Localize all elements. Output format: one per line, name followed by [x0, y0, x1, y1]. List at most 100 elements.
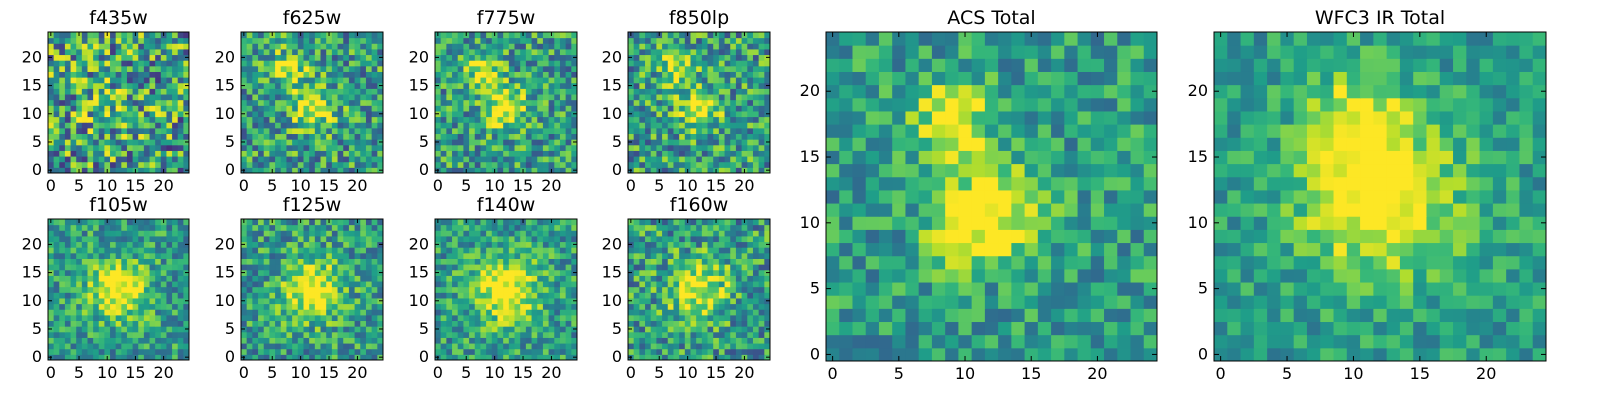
heatmap-cell — [104, 269, 111, 276]
heatmap-cell — [514, 60, 521, 67]
heatmap-cell — [53, 65, 60, 72]
heatmap-cell — [548, 275, 555, 282]
heatmap-cell — [303, 60, 310, 67]
heatmap-cell — [474, 139, 481, 146]
heatmap-cell — [138, 297, 145, 305]
heatmap-cell — [469, 32, 476, 39]
heatmap-cell — [241, 150, 248, 157]
heatmap-cell — [258, 77, 265, 84]
heatmap-cell — [172, 48, 179, 56]
heatmap-cell — [326, 77, 333, 84]
heatmap-cell — [314, 241, 322, 248]
y-tick-label: 20 — [409, 47, 429, 66]
heatmap-cell — [639, 94, 646, 101]
heatmap-cell — [491, 161, 498, 168]
heatmap-cell — [252, 167, 259, 174]
heatmap-cell — [554, 320, 561, 327]
heatmap-cell — [64, 65, 72, 72]
heatmap-cell — [292, 309, 299, 316]
heatmap-cell — [531, 297, 538, 305]
heatmap-cell — [258, 292, 265, 299]
heatmap-cell — [132, 281, 139, 288]
heatmap-cell — [48, 275, 55, 282]
heatmap-cell — [701, 116, 709, 123]
heatmap-cell — [565, 167, 572, 174]
heatmap-cell — [320, 127, 327, 135]
heatmap-cell — [348, 247, 356, 254]
heatmap-cell — [110, 133, 117, 140]
heatmap-cell — [81, 269, 88, 276]
heatmap-cell — [98, 252, 105, 259]
heatmap-cell — [639, 144, 646, 151]
heatmap-cell — [673, 320, 680, 327]
heatmap-cell — [360, 275, 367, 282]
heatmap-cell — [565, 331, 572, 338]
heatmap-cell — [292, 303, 299, 310]
heatmap-cell — [160, 252, 167, 259]
heatmap-cell — [172, 326, 179, 333]
heatmap-cell — [764, 65, 771, 72]
heatmap-cell — [110, 309, 117, 316]
heatmap-cell — [377, 219, 384, 226]
heatmap-cell — [143, 235, 151, 243]
heatmap-cell — [252, 241, 259, 248]
heatmap-cell — [718, 48, 726, 56]
heatmap-cell — [679, 144, 686, 151]
heatmap-cell — [741, 297, 748, 305]
heatmap-cell — [326, 156, 333, 163]
heatmap-cell — [326, 292, 333, 299]
heatmap-cell — [707, 286, 714, 293]
heatmap-cell — [463, 139, 470, 146]
heatmap-cell — [667, 94, 674, 101]
heatmap-cell — [303, 32, 310, 39]
heatmap-cell — [183, 286, 190, 293]
heatmap-cell — [110, 337, 117, 344]
heatmap-cell — [662, 331, 669, 338]
heatmap-cell — [474, 281, 481, 288]
heatmap-cell — [457, 241, 464, 248]
heatmap-cell — [53, 122, 60, 129]
heatmap-cell — [542, 343, 550, 350]
heatmap-cell — [662, 309, 669, 316]
heatmap-cell — [143, 343, 151, 350]
heatmap-cell — [491, 224, 498, 231]
heatmap-cell — [452, 37, 459, 44]
heatmap-cell — [696, 48, 703, 56]
heatmap-cell — [724, 116, 731, 123]
heatmap-cell — [275, 224, 282, 231]
heatmap-cell — [673, 99, 680, 106]
heatmap-cell — [474, 144, 481, 151]
heatmap-cell — [673, 133, 680, 140]
heatmap-cell — [93, 224, 100, 231]
heatmap-cell — [571, 94, 578, 101]
heatmap-cell — [149, 161, 156, 168]
heatmap-cell — [110, 43, 117, 50]
heatmap-cell — [149, 99, 156, 106]
heatmap-cell — [365, 60, 373, 67]
heatmap-cell — [525, 94, 533, 101]
heatmap-cell — [735, 127, 743, 135]
heatmap-cell — [707, 37, 714, 44]
heatmap-cell — [679, 348, 686, 355]
heatmap-cell — [172, 139, 179, 146]
x-tick-label: 10 — [484, 176, 504, 195]
heatmap-cell — [110, 292, 117, 299]
heatmap-cell — [633, 133, 640, 140]
heatmap-cell — [491, 133, 498, 140]
heatmap-cell — [548, 139, 555, 146]
heatmap-cell — [365, 235, 373, 243]
heatmap-cell — [565, 219, 572, 226]
heatmap-cell — [690, 116, 697, 123]
x-tick-label: 0 — [46, 363, 56, 382]
heatmap-cell — [673, 110, 680, 118]
heatmap-cell — [326, 343, 333, 350]
heatmap-cell — [280, 116, 287, 123]
heatmap-cell — [480, 43, 487, 50]
heatmap-cell — [64, 354, 72, 361]
heatmap-cell — [121, 326, 128, 333]
heatmap-cell — [64, 77, 72, 84]
heatmap-cell — [730, 161, 737, 168]
heatmap-cell — [76, 297, 83, 305]
heatmap-cell — [531, 94, 538, 101]
heatmap-cell — [81, 275, 88, 282]
